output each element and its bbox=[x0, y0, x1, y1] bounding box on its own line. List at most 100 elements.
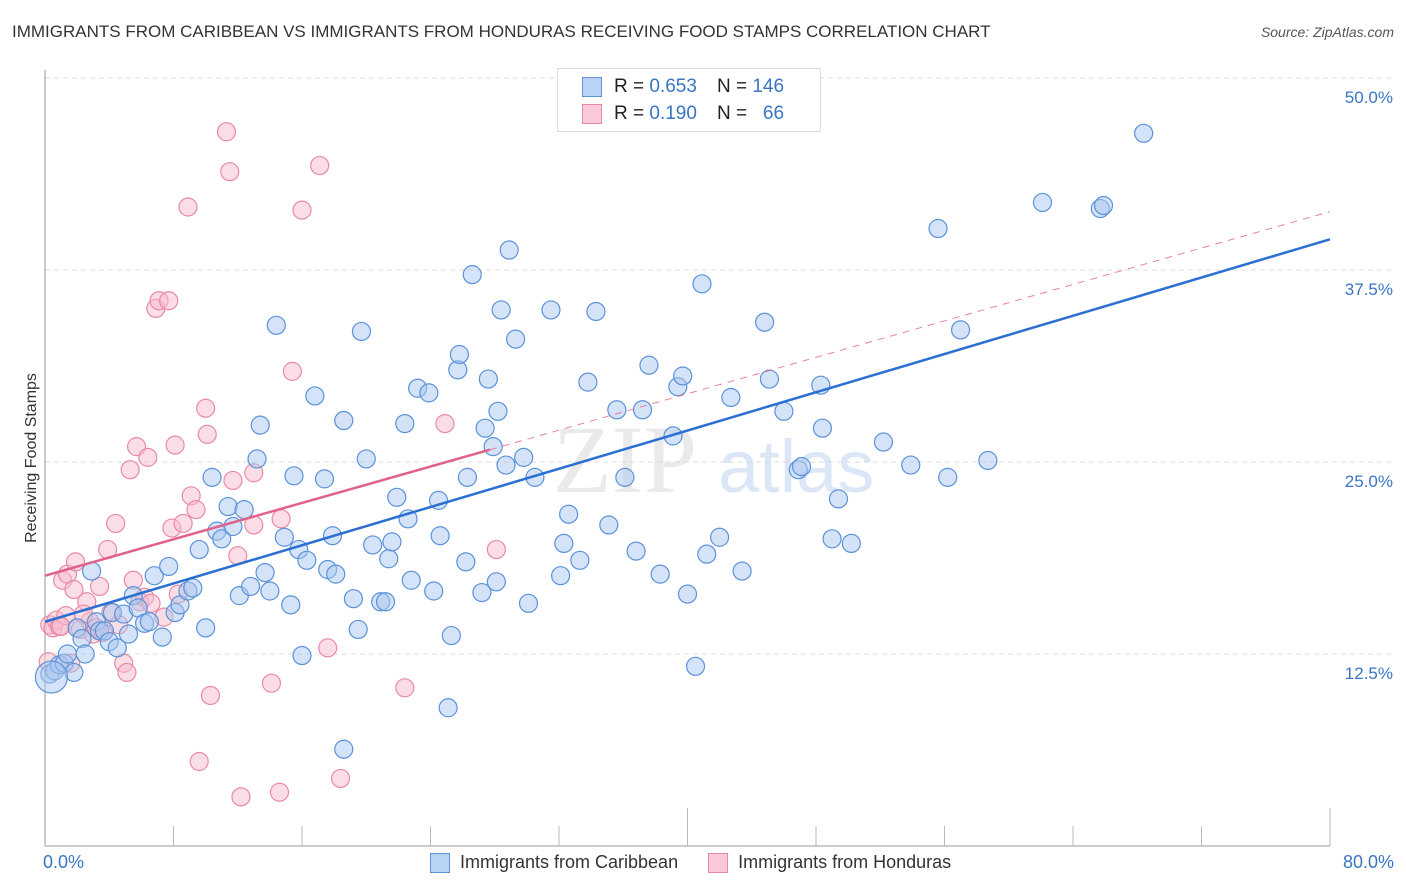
caribbean-point bbox=[673, 366, 693, 386]
legend-swatch-honduras bbox=[582, 104, 602, 124]
caribbean-point bbox=[506, 329, 526, 349]
caribbean-point bbox=[697, 544, 717, 564]
honduras-point bbox=[64, 579, 84, 600]
caribbean-point bbox=[334, 739, 354, 759]
caribbean-point bbox=[424, 581, 444, 601]
honduras-point bbox=[216, 122, 237, 142]
caribbean-point bbox=[759, 369, 780, 389]
watermark-zip: ZIP bbox=[553, 406, 697, 513]
caribbean-point bbox=[938, 467, 958, 487]
caribbean-point bbox=[710, 527, 730, 547]
caribbean-point bbox=[615, 467, 635, 487]
series-legend: Immigrants from Caribbean Immigrants fro… bbox=[430, 852, 981, 873]
caribbean-point bbox=[382, 532, 402, 552]
caribbean-point-cluster bbox=[34, 660, 69, 694]
series-legend-label: Immigrants from Caribbean bbox=[460, 852, 679, 872]
caribbean-point bbox=[250, 415, 270, 435]
caribbean-point bbox=[650, 564, 670, 584]
caribbean-point bbox=[791, 457, 812, 477]
honduras-point bbox=[173, 513, 193, 534]
caribbean-point bbox=[721, 387, 741, 408]
caribbean-point bbox=[901, 455, 921, 475]
caribbean-point bbox=[202, 467, 222, 487]
caribbean-point bbox=[483, 437, 503, 457]
honduras-point bbox=[486, 539, 506, 560]
caribbean-point bbox=[828, 489, 849, 509]
legend-r-label: R = bbox=[614, 76, 645, 97]
honduras-point bbox=[310, 155, 330, 176]
caribbean-point bbox=[639, 355, 659, 375]
trendline-honduras-extension bbox=[489, 211, 1331, 451]
caribbean-point bbox=[419, 383, 439, 403]
caribbean-point bbox=[754, 312, 775, 332]
chart-title: IMMIGRANTS FROM CARIBBEAN VS IMMIGRANTS … bbox=[12, 22, 991, 41]
legend-swatch-caribbean bbox=[430, 852, 450, 873]
caribbean-point bbox=[247, 449, 267, 469]
caribbean-point bbox=[441, 625, 461, 646]
series-legend-item-honduras: Immigrants from Honduras bbox=[708, 852, 951, 873]
caribbean-point bbox=[212, 529, 232, 549]
caribbean-point bbox=[551, 566, 571, 586]
caribbean-point bbox=[462, 265, 482, 285]
caribbean-point bbox=[139, 612, 160, 632]
caribbean-point bbox=[774, 401, 794, 421]
honduras-point bbox=[90, 576, 110, 597]
honduras-point bbox=[200, 685, 221, 706]
caribbean-point bbox=[626, 541, 646, 561]
caribbean-point bbox=[928, 218, 948, 239]
caribbean-point bbox=[491, 300, 511, 320]
caribbean-point bbox=[607, 400, 627, 420]
honduras-point bbox=[282, 361, 302, 381]
honduras-point bbox=[106, 513, 126, 534]
caribbean-point bbox=[978, 450, 998, 471]
caribbean-point bbox=[118, 624, 139, 644]
legend-swatch-honduras bbox=[708, 852, 729, 873]
source-label: Source: ZipAtlas.com bbox=[1260, 24, 1394, 40]
caribbean-point bbox=[234, 500, 254, 520]
caribbean-point bbox=[305, 386, 325, 406]
caribbean-point bbox=[486, 572, 506, 592]
series-caribbean-points bbox=[34, 123, 1154, 759]
caribbean-point bbox=[281, 595, 301, 615]
caribbean-point bbox=[196, 618, 216, 638]
legend-row-caribbean: R = 0.653 N = 146 bbox=[582, 75, 784, 99]
caribbean-point bbox=[1032, 192, 1053, 213]
caribbean-point bbox=[586, 301, 606, 322]
caribbean-point bbox=[183, 578, 203, 598]
honduras-point bbox=[231, 787, 251, 807]
honduras-point bbox=[330, 768, 351, 789]
caribbean-point bbox=[499, 240, 519, 260]
caribbean-point bbox=[387, 487, 407, 507]
honduras-point bbox=[189, 751, 209, 772]
caribbean-point bbox=[356, 449, 376, 469]
caribbean-point bbox=[297, 550, 317, 570]
caribbean-point bbox=[152, 627, 172, 647]
honduras-point bbox=[159, 291, 179, 311]
caribbean-point bbox=[812, 418, 833, 438]
honduras-point bbox=[197, 424, 217, 444]
y-tick-label: 12.5% bbox=[1345, 664, 1393, 683]
caribbean-point bbox=[395, 414, 415, 434]
caribbean-point bbox=[266, 315, 286, 335]
legend-n-value: 146 bbox=[752, 76, 785, 97]
legend-r-value: 0.653 bbox=[649, 76, 697, 97]
caribbean-point bbox=[559, 504, 579, 524]
caribbean-point bbox=[518, 593, 539, 613]
caribbean-point bbox=[314, 469, 335, 489]
caribbean-point bbox=[379, 549, 399, 569]
caribbean-point bbox=[554, 533, 574, 554]
caribbean-point bbox=[401, 570, 421, 590]
caribbean-point bbox=[841, 533, 861, 554]
caribbean-point bbox=[438, 698, 458, 718]
y-tick-label: 50.0% bbox=[1345, 88, 1393, 107]
honduras-point bbox=[120, 460, 140, 480]
y-axis-label: Receiving Food Stamps bbox=[23, 373, 40, 543]
honduras-point bbox=[186, 500, 206, 520]
caribbean-point bbox=[472, 582, 492, 603]
honduras-point bbox=[220, 162, 240, 182]
caribbean-point bbox=[541, 300, 561, 320]
caribbean-point bbox=[375, 592, 396, 612]
caribbean-point bbox=[255, 562, 275, 583]
axes bbox=[44, 70, 1331, 847]
